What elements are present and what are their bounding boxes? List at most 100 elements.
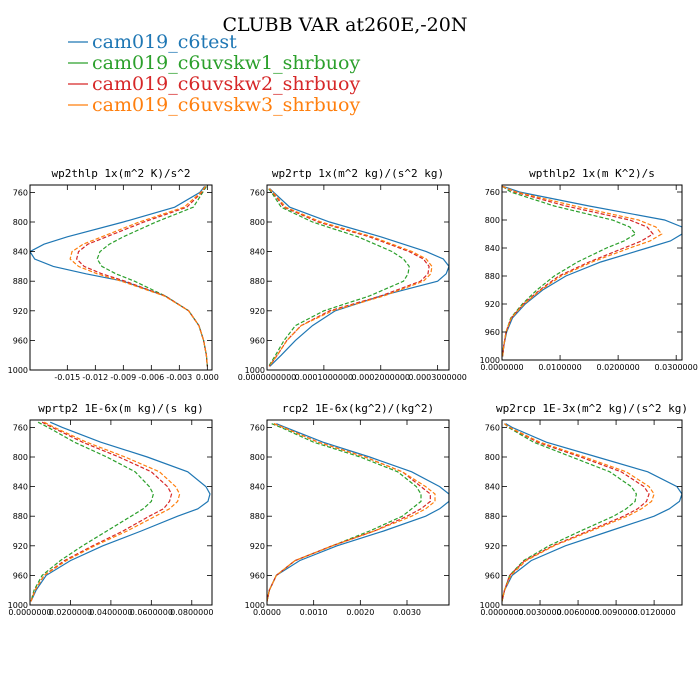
x-tick-label: 0.0200000 bbox=[49, 608, 92, 617]
x-tick-label: 0.0030000 bbox=[518, 608, 561, 617]
x-tick-label: 0.0010 bbox=[300, 608, 328, 617]
series-line-3 bbox=[30, 421, 173, 602]
legend-entry-3: cam019_c6uvskw2_shrbuoy bbox=[92, 73, 360, 95]
series-line-3 bbox=[502, 185, 654, 357]
series-line-4 bbox=[502, 185, 663, 357]
y-tick-label: 960 bbox=[250, 336, 265, 345]
y-tick-label: 920 bbox=[13, 307, 28, 316]
y-tick-label: 960 bbox=[485, 328, 500, 337]
panel-2: wp2rtp 1x(m^2 kg)/(s^2 kg) 760 800 840 880 92… bbox=[238, 167, 467, 382]
y-tick-label: 960 bbox=[250, 571, 265, 580]
x-tick-label: -0.003 bbox=[166, 373, 192, 382]
y-tick-label: 760 bbox=[485, 188, 500, 197]
series-line-1 bbox=[269, 188, 449, 367]
panel-title: rcp2 1E-6x(kg^2)/(kg^2) bbox=[282, 402, 434, 415]
y-tick-label: 1000 bbox=[8, 366, 28, 375]
series-line-1 bbox=[30, 186, 208, 367]
y-tick-label: 1000 bbox=[8, 601, 28, 610]
legend: cam019_c6testcam019_c6uvskw1_shrbuoycam0… bbox=[68, 31, 360, 116]
y-tick-label: 840 bbox=[485, 244, 500, 253]
x-tick-label: 0.0020 bbox=[346, 608, 374, 617]
legend-entry-2: cam019_c6uvskw1_shrbuoy bbox=[92, 52, 360, 74]
y-tick-label: 880 bbox=[485, 512, 500, 521]
y-tick-label: 1000 bbox=[480, 356, 500, 365]
series-line-4 bbox=[30, 421, 181, 602]
x-tick-label: 0.0003000000 bbox=[408, 373, 467, 382]
x-tick-label: 0.0060000 bbox=[556, 608, 599, 617]
panel-title: wp2thlp 1x(m^2 K)/s^2 bbox=[51, 167, 190, 180]
x-tick-label: 0.0400000 bbox=[89, 608, 132, 617]
y-tick-label: 880 bbox=[485, 272, 500, 281]
y-tick-label: 1000 bbox=[480, 601, 500, 610]
y-tick-label: 760 bbox=[250, 188, 265, 197]
x-tick-label: -0.012 bbox=[82, 373, 108, 382]
y-tick-label: 840 bbox=[13, 248, 28, 257]
y-tick-label: 920 bbox=[13, 542, 28, 551]
series-line-2 bbox=[30, 421, 155, 602]
series-line-3 bbox=[268, 188, 430, 367]
y-tick-label: 840 bbox=[13, 483, 28, 492]
x-tick-label: 0.0090000 bbox=[594, 608, 637, 617]
plot-frame bbox=[266, 419, 450, 606]
x-tick-label: 0.0000 bbox=[253, 608, 281, 617]
panel-6: wp2rcp 1E-3x(m^2 kg)/(s^2 kg) 760 800 840 88… bbox=[480, 402, 688, 617]
x-tick-label: 0.0800000 bbox=[170, 608, 213, 617]
x-tick-label: 0.0200000 bbox=[596, 363, 639, 372]
panel-title: wprtp2 1E-6x(m kg)/(s kg) bbox=[38, 402, 204, 415]
y-tick-label: 880 bbox=[13, 512, 28, 521]
series-line-3 bbox=[502, 423, 650, 602]
plot-frame bbox=[29, 184, 213, 371]
y-tick-label: 840 bbox=[485, 483, 500, 492]
y-tick-label: 760 bbox=[485, 423, 500, 432]
figure-title: CLUBB VAR at260E,-20N bbox=[223, 14, 468, 36]
y-tick-label: 800 bbox=[485, 216, 500, 225]
x-tick-label: 0.0000000 bbox=[8, 608, 51, 617]
panels: wp2thlp 1x(m^2 K)/s^2 760 800 840 880 920 960 1… bbox=[8, 167, 698, 617]
panel-1: wp2thlp 1x(m^2 K)/s^2 760 800 840 880 920 960 1… bbox=[8, 167, 219, 382]
y-tick-label: 840 bbox=[250, 483, 265, 492]
x-tick-label: 0.0100000 bbox=[538, 363, 581, 372]
y-tick-label: 800 bbox=[13, 218, 28, 227]
y-tick-label: 840 bbox=[250, 248, 265, 257]
x-tick-label: 0.0300000 bbox=[655, 363, 698, 372]
series-line-4 bbox=[267, 423, 436, 602]
y-tick-label: 1000 bbox=[245, 601, 265, 610]
x-tick-label: 0.000 bbox=[196, 373, 219, 382]
y-tick-label: 760 bbox=[250, 423, 265, 432]
y-tick-label: 1000 bbox=[245, 366, 265, 375]
x-tick-label: 0.0002000000 bbox=[351, 373, 410, 382]
x-tick-label: 0.0001000000 bbox=[295, 373, 354, 382]
legend-entry-4: cam019_c6uvskw3_shrbuoy bbox=[92, 94, 360, 116]
series-line-4 bbox=[69, 186, 208, 367]
y-tick-label: 880 bbox=[250, 512, 265, 521]
series-line-2 bbox=[502, 185, 637, 357]
y-tick-label: 800 bbox=[250, 218, 265, 227]
y-tick-label: 960 bbox=[13, 571, 28, 580]
series-line-1 bbox=[502, 185, 682, 357]
y-tick-label: 880 bbox=[13, 277, 28, 286]
series-line-1 bbox=[267, 423, 449, 602]
legend-entry-1: cam019_c6test bbox=[92, 31, 237, 53]
x-tick-label: 0.0000000 bbox=[480, 608, 523, 617]
y-tick-label: 920 bbox=[250, 307, 265, 316]
y-tick-label: 760 bbox=[13, 188, 28, 197]
x-tick-label: -0.006 bbox=[138, 373, 164, 382]
x-tick-label: -0.009 bbox=[110, 373, 136, 382]
plot-frame bbox=[29, 419, 213, 606]
series-line-2 bbox=[502, 423, 638, 602]
x-tick-label: 0.0000000000 bbox=[238, 373, 297, 382]
y-tick-label: 880 bbox=[250, 277, 265, 286]
series-line-4 bbox=[502, 423, 655, 602]
x-tick-label: 0.0000000 bbox=[480, 363, 523, 372]
panel-5: rcp2 1E-6x(kg^2)/(kg^2) 760 800 840 880 920 96… bbox=[245, 402, 450, 617]
x-tick-label: 0.0030 bbox=[393, 608, 421, 617]
plot-frame bbox=[266, 184, 450, 371]
panel-3: wpthlp2 1x(m K^2)/s 760 800 840 880 920 960 100… bbox=[480, 167, 698, 372]
x-tick-label: -0.015 bbox=[54, 373, 80, 382]
y-tick-label: 800 bbox=[250, 453, 265, 462]
plot-frame bbox=[501, 419, 683, 606]
panel-title: wp2rtp 1x(m^2 kg)/(s^2 kg) bbox=[272, 167, 444, 180]
x-tick-label: 0.0600000 bbox=[130, 608, 173, 617]
y-tick-label: 800 bbox=[485, 453, 500, 462]
